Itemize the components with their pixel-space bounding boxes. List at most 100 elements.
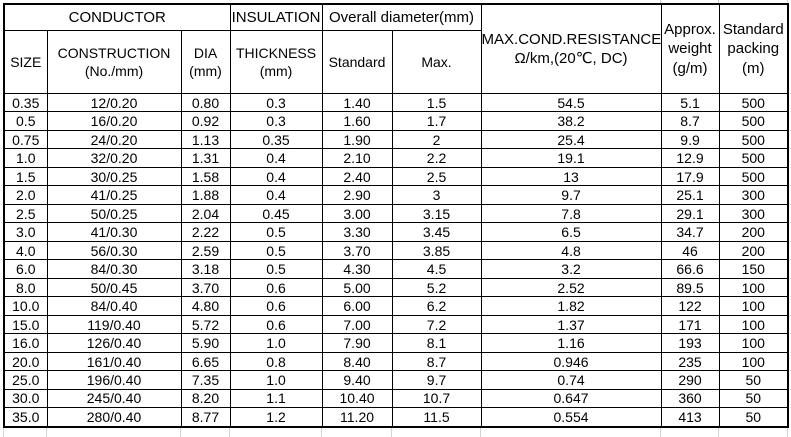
cell-thickness: 0.45	[229, 203, 323, 224]
cell-weight: 17.9	[660, 166, 720, 187]
cell-weight: 8.7	[660, 111, 720, 131]
header-group-row: CONDUCTOR INSULATION Overall diameter(mm…	[3, 3, 789, 94]
cell-overall-standard: 3.00	[321, 203, 393, 224]
cell-size: 15.0	[3, 314, 48, 335]
cell-weight: 235	[660, 351, 720, 372]
cell-overall-standard: 10.40	[321, 388, 393, 409]
cell-construction: 56/0.30	[46, 240, 182, 261]
cell-thickness: 0.4	[229, 148, 323, 168]
table-body: 0.35 12/0.20 0.80 0.3 1.40 1.5 54.5 5.1 500 0.5 16…	[3, 92, 789, 428]
cell-thickness: 1.0	[229, 370, 323, 390]
table-row: 2.5 50/0.25 2.04 0.45 3.00 3.15 7.8 29.1 300	[3, 203, 789, 224]
cell-resistance: 0.946	[480, 351, 662, 372]
header-sub-row: SIZE CONSTRUCTION (No./mm) DIA (mm) THIC…	[3, 30, 788, 94]
cell-dia: 0.92	[180, 111, 231, 131]
cell-packing: 50	[718, 370, 789, 390]
cell-packing: 500	[718, 129, 789, 150]
cell-size: 0.75	[3, 129, 48, 150]
gridline-stub	[229, 428, 230, 437]
table-row: 16.0 126/0.40 5.90 1.0 7.90 8.1 1.16 193 100	[3, 333, 789, 353]
cell-packing: 100	[718, 333, 789, 353]
cell-dia: 3.18	[180, 259, 231, 279]
cell-overall-standard: 3.70	[321, 240, 393, 261]
table-row: 30.0 245/0.40 8.20 1.1 10.40 10.7 0.647 360 50	[3, 388, 789, 409]
cell-dia: 5.90	[180, 333, 231, 353]
cell-thickness: 0.6	[229, 296, 323, 316]
cell-size: 6.0	[3, 259, 48, 279]
cell-overall-standard: 7.90	[321, 333, 393, 353]
cell-resistance: 1.37	[480, 314, 662, 335]
table-row: 6.0 84/0.30 3.18 0.5 4.30 4.5 3.2 66.6 150	[3, 259, 789, 279]
cell-resistance: 0.74	[480, 370, 662, 390]
cell-size: 4.0	[3, 240, 48, 261]
cell-construction: 24/0.20	[46, 129, 182, 150]
cell-thickness: 0.5	[229, 240, 323, 261]
cell-resistance: 3.2	[480, 259, 662, 279]
gridline-stub	[180, 428, 181, 437]
cell-overall-max: 2	[391, 129, 482, 150]
table-header: CONDUCTOR INSULATION Overall diameter(mm…	[3, 3, 789, 94]
cell-packing: 100	[718, 296, 789, 316]
cell-thickness: 1.1	[229, 388, 323, 409]
cell-packing: 100	[718, 351, 789, 372]
cell-thickness: 0.3	[229, 92, 323, 113]
cell-weight: 66.6	[660, 259, 720, 279]
cell-resistance: 0.554	[480, 407, 662, 428]
gridline-stub	[787, 428, 788, 437]
table-row: 4.0 56/0.30 2.59 0.5 3.70 3.85 4.8 46 200	[3, 240, 789, 261]
cell-construction: 84/0.30	[46, 259, 182, 279]
cell-dia: 2.04	[180, 203, 231, 224]
table-row: 25.0 196/0.40 7.35 1.0 9.40 9.7 0.74 290 50	[3, 370, 789, 390]
cell-construction: 50/0.25	[46, 203, 182, 224]
header-approx-weight: Approx. weight (g/m)	[660, 3, 720, 94]
cell-thickness: 0.8	[229, 351, 323, 372]
cell-packing: 100	[718, 314, 789, 335]
cell-resistance: 6.5	[480, 222, 662, 242]
cell-weight: 9.9	[660, 129, 720, 150]
cell-resistance: 13	[480, 166, 662, 187]
cell-size: 2.0	[3, 185, 48, 205]
cell-resistance: 38.2	[480, 111, 662, 131]
gridline-stub	[391, 428, 392, 437]
cell-overall-standard: 2.90	[321, 185, 393, 205]
table-row: 1.5 30/0.25 1.58 0.4 2.40 2.5 13 17.9 500	[3, 166, 789, 187]
cell-size: 3.0	[3, 222, 48, 242]
cell-packing: 500	[718, 111, 789, 131]
header-resistance: MAX.COND.RESISTANCE Ω/km,(20℃, DC)	[480, 3, 662, 94]
cell-overall-max: 5.2	[391, 277, 482, 298]
cell-size: 0.35	[3, 92, 48, 113]
cell-dia: 0.80	[180, 92, 231, 113]
cell-size: 35.0	[3, 407, 48, 428]
cell-construction: 161/0.40	[46, 351, 182, 372]
cell-resistance: 2.52	[480, 277, 662, 298]
cell-overall-standard: 5.00	[321, 277, 393, 298]
cell-overall-standard: 9.40	[321, 370, 393, 390]
cell-size: 20.0	[3, 351, 48, 372]
gridline-stub	[3, 428, 4, 437]
cell-overall-max: 8.7	[391, 351, 482, 372]
cell-dia: 1.31	[180, 148, 231, 168]
cell-packing: 50	[718, 407, 789, 428]
cell-overall-max: 8.1	[391, 333, 482, 353]
cell-packing: 200	[718, 240, 789, 261]
cell-size: 2.5	[3, 203, 48, 224]
cell-size: 8.0	[3, 277, 48, 298]
cell-overall-standard: 2.40	[321, 166, 393, 187]
header-conductor-group: CONDUCTOR	[3, 3, 231, 31]
cell-overall-max: 2.5	[391, 166, 482, 187]
cell-resistance: 9.7	[480, 185, 662, 205]
cell-weight: 5.1	[660, 92, 720, 113]
cell-size: 10.0	[3, 296, 48, 316]
cell-thickness: 1.2	[229, 407, 323, 428]
cell-dia: 2.22	[180, 222, 231, 242]
gridline-stub	[660, 428, 661, 437]
gridline-stub	[787, 0, 788, 3]
cell-weight: 25.1	[660, 185, 720, 205]
header-construction: CONSTRUCTION (No./mm)	[46, 30, 182, 94]
cell-overall-max: 1.7	[391, 111, 482, 131]
cell-size: 25.0	[3, 370, 48, 390]
cell-dia: 8.20	[180, 388, 231, 409]
cell-overall-max: 10.7	[391, 388, 482, 409]
cell-dia: 2.59	[180, 240, 231, 261]
cell-packing: 300	[718, 203, 789, 224]
